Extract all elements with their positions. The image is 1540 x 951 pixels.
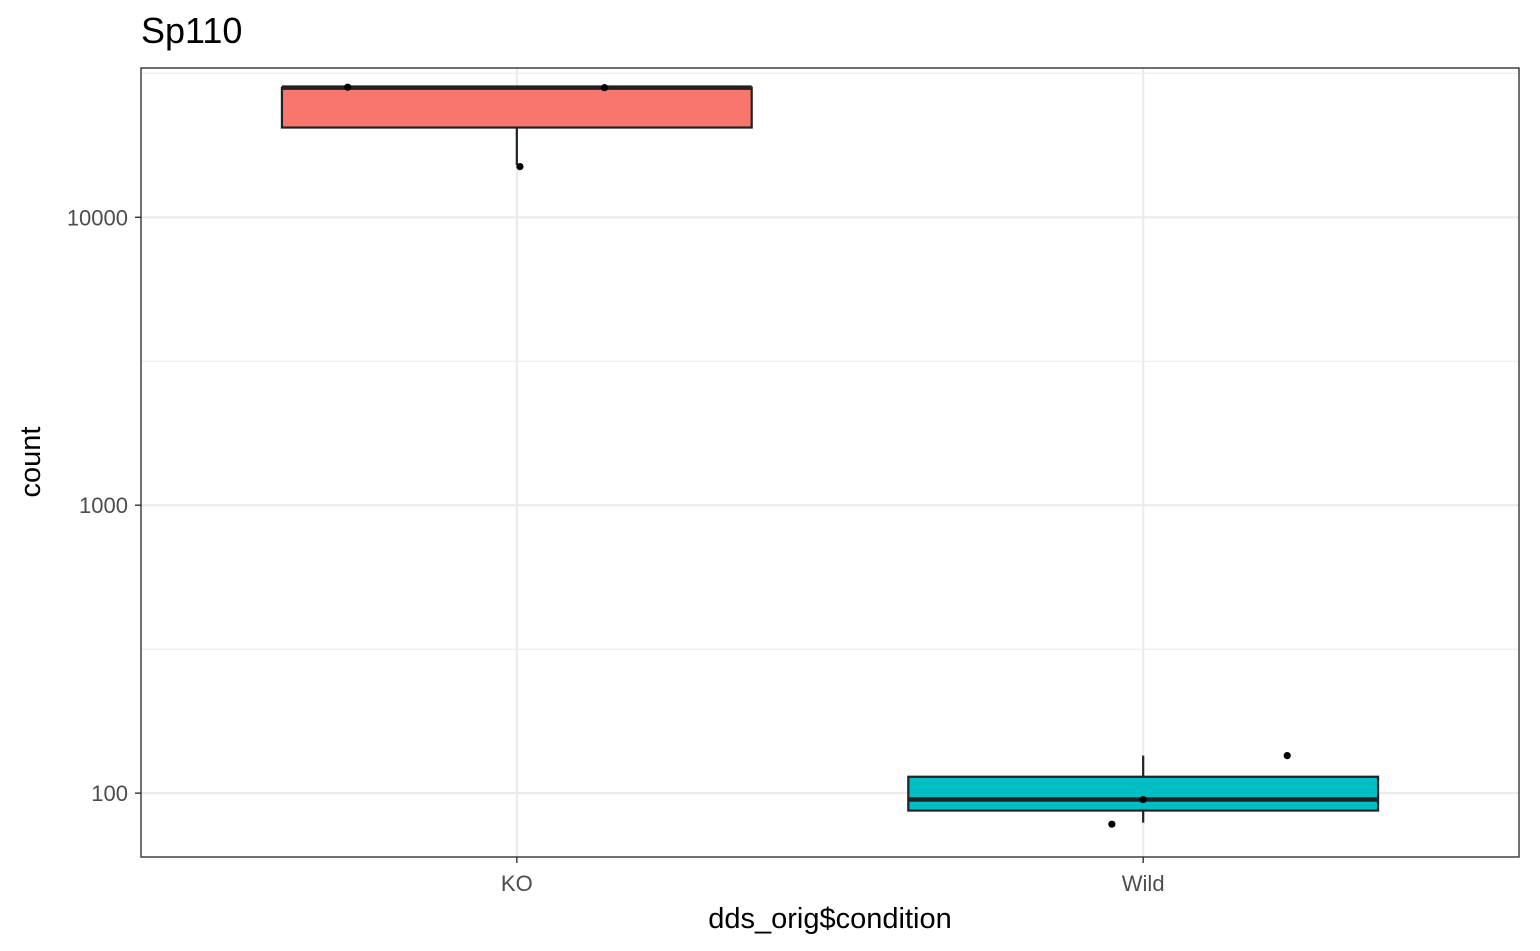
chart-title: Sp110	[141, 10, 242, 51]
data-point-ko	[344, 83, 352, 91]
y-tick-label: 10000	[67, 205, 128, 230]
x-tick-label: KO	[501, 871, 533, 896]
axis-ticks: 100 1000 10000 KO Wild	[67, 205, 1165, 896]
box-wild	[907, 775, 1380, 812]
y-tick-label: 1000	[79, 493, 128, 518]
data-point-wild	[1139, 795, 1147, 804]
y-tick-label: 100	[91, 781, 128, 806]
x-axis-title: dds_orig$condition	[708, 903, 951, 935]
data-point-ko	[600, 84, 609, 92]
data-points	[344, 83, 1291, 828]
data-point-wild	[1108, 820, 1116, 828]
boxplots	[280, 85, 1380, 823]
data-point-ko	[516, 162, 524, 171]
grid	[141, 68, 1519, 857]
x-tick-label: Wild	[1122, 871, 1165, 896]
panel-border	[140, 67, 1520, 858]
data-point-wild	[1283, 752, 1291, 760]
y-axis-title: count	[15, 427, 47, 498]
box-ko	[280, 86, 753, 129]
